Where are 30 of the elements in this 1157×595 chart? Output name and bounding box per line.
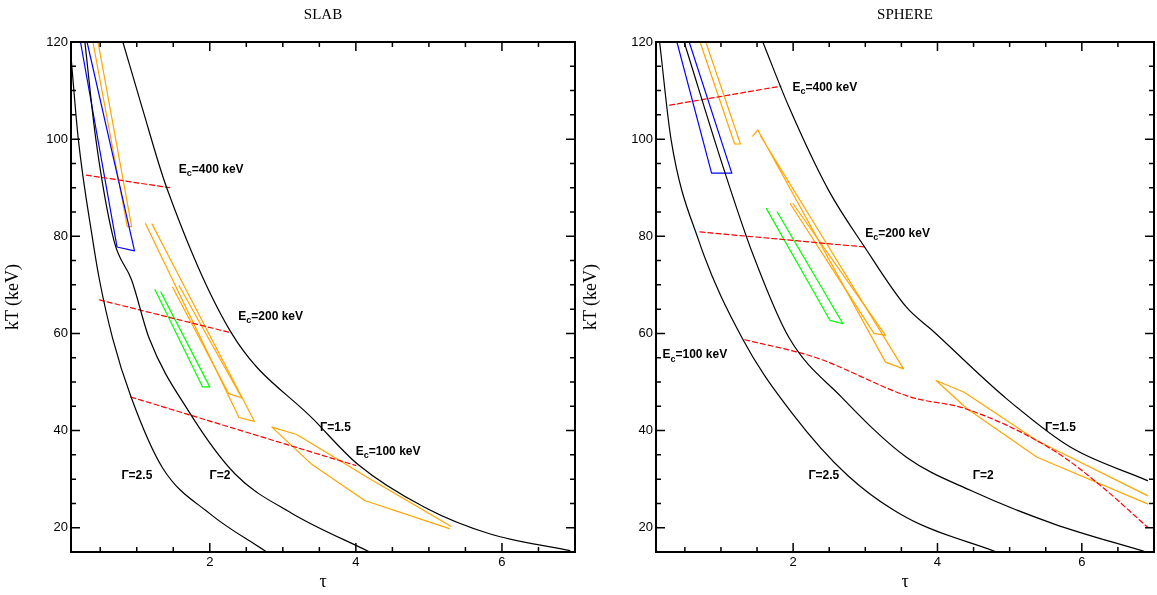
y-tick-label: 20 (638, 519, 653, 535)
x-tick-label: 6 (1078, 554, 1086, 570)
x-tick-label: 4 (933, 554, 942, 570)
y-tick-label: 20 (53, 519, 68, 535)
y-tick-label: 80 (638, 227, 653, 243)
chart-title: SLAB (303, 5, 343, 22)
annotation: Γ=2.5 (808, 467, 840, 482)
y-axis-title: kT (keV) (1, 263, 23, 331)
x-axis-title: τ (319, 570, 327, 591)
y-tick-label: 80 (53, 227, 68, 243)
y-tick-label: 120 (631, 33, 653, 49)
y-tick-label: 100 (46, 130, 68, 146)
y-axis-title: kT (keV) (579, 263, 601, 331)
y-tick-label: 120 (46, 33, 68, 49)
annotation: Γ=2 (972, 467, 994, 482)
y-tick-label: 100 (631, 130, 653, 146)
x-axis-title: τ (901, 570, 909, 591)
annotation: Γ=2.5 (121, 467, 153, 482)
x-tick-label: 2 (206, 554, 214, 570)
x-tick-label: 4 (352, 554, 360, 570)
y-tick-label: 40 (638, 422, 653, 438)
annotation: Γ=2 (209, 467, 231, 482)
chart-title: SPHERE (877, 5, 933, 22)
y-tick-label: 60 (53, 325, 68, 341)
y-tick-label: 60 (638, 325, 653, 341)
annotation: Γ=1.5 (1044, 419, 1077, 434)
x-tick-label: 2 (789, 554, 797, 570)
x-tick-label: 6 (498, 554, 506, 570)
annotation: Γ=1.5 (319, 419, 352, 434)
y-tick-label: 40 (53, 422, 68, 438)
